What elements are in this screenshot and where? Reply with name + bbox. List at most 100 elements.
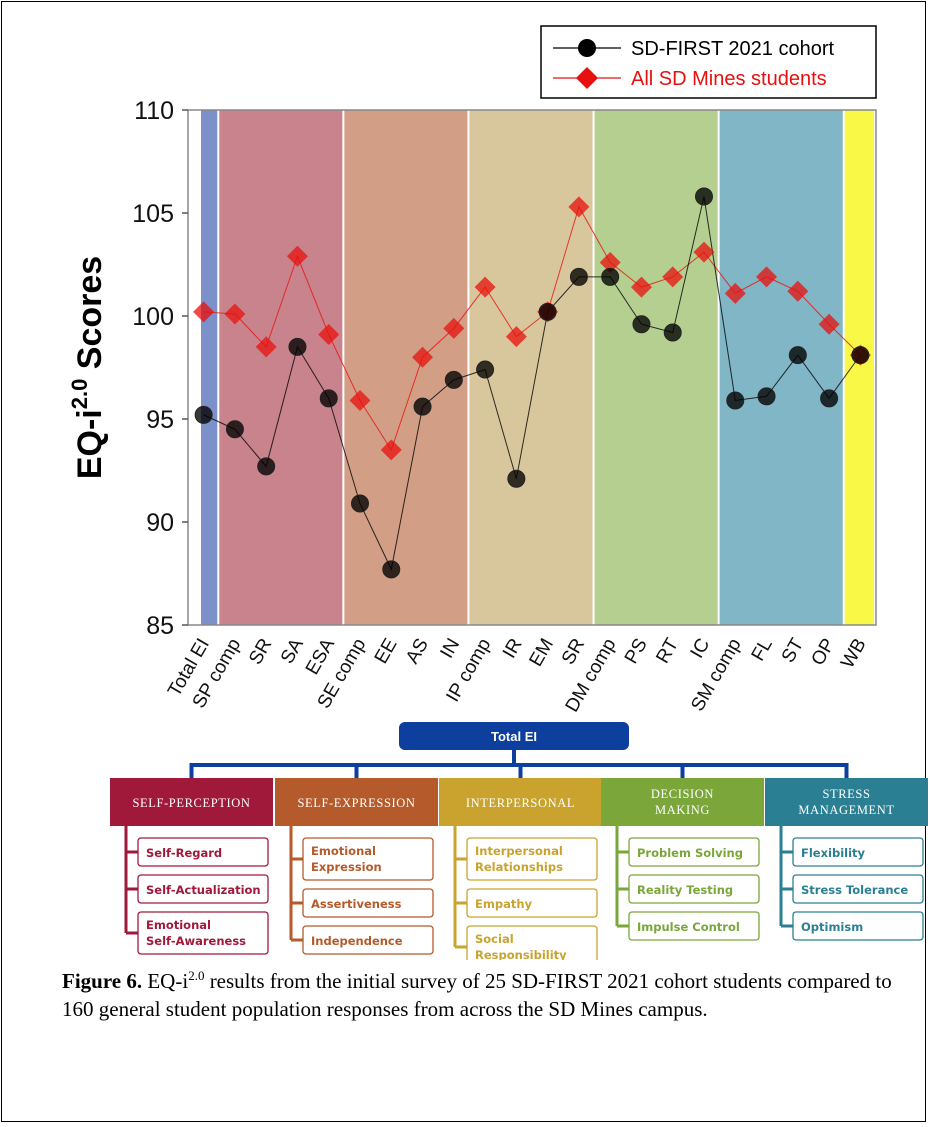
group-box-interpersonal: [439, 778, 602, 826]
item-label: Emotional: [146, 918, 211, 932]
all-students-point: [568, 196, 590, 218]
cohort-point: [663, 323, 682, 342]
plot-frame: [187, 109, 877, 626]
group-title: INTERPERSONAL: [466, 796, 575, 810]
y-tick-label: 90: [146, 509, 174, 537]
cohort-point: [726, 391, 745, 410]
legend-label: All SD Mines students: [631, 68, 827, 90]
all-students-point: [349, 389, 371, 411]
caption-text: results from the initial survey of 25 SD…: [62, 969, 892, 1021]
item-label: Relationships: [475, 860, 563, 874]
item-label: Impulse Control: [637, 920, 740, 934]
band-total-ei: [201, 110, 218, 625]
group-box-self-expression: [275, 778, 438, 826]
item-label: Emotional: [311, 844, 376, 858]
group-title: MAKING: [655, 803, 710, 817]
all-students-point: [756, 266, 778, 288]
root-box: [399, 722, 629, 750]
legend-box: [540, 25, 877, 99]
cohort-point: [695, 187, 713, 206]
cohort-point: [257, 457, 276, 476]
band-well-being: [844, 110, 874, 625]
caption-pre: EQ-i: [142, 969, 189, 993]
group-title: DECISION: [651, 787, 714, 801]
y-tick-label: 95: [146, 406, 174, 434]
root-label: Total EI: [491, 729, 537, 744]
series-line-cohort: [203, 196, 861, 571]
all-students-point: [443, 317, 465, 339]
group-title: MANAGEMENT: [798, 803, 894, 817]
all-students-point: [818, 313, 840, 335]
group-title: SELF-EXPRESSION: [297, 796, 415, 810]
item-label: Self-Actualization: [146, 883, 261, 897]
all-students-point: [224, 303, 246, 325]
group-box-decision-making: [601, 778, 764, 826]
item-label: Expression: [311, 860, 382, 874]
group-box-self-perception: [110, 778, 273, 826]
cohort-point: [351, 494, 369, 513]
all-students-point: [787, 280, 809, 302]
cohort-point: [851, 346, 870, 365]
all-students-point: [693, 241, 715, 263]
cohort-point: [444, 370, 463, 389]
item-label: Reality Testing: [637, 883, 733, 897]
item-label: Empathy: [475, 897, 533, 911]
group-title: SELF-PERCEPTION: [132, 796, 250, 810]
all-students-point: [255, 336, 277, 358]
y-axis-label: EQ-i2.0 Scores: [67, 256, 109, 479]
item-label: Assertiveness: [311, 897, 402, 911]
cohort-point: [382, 560, 401, 579]
cohort-point: [319, 389, 338, 408]
legend-label: SD-FIRST 2021 cohort: [631, 38, 834, 60]
all-students-point: [318, 324, 340, 346]
all-students-point: [412, 346, 434, 368]
all-students-point: [599, 251, 621, 273]
cohort-point: [288, 337, 307, 356]
cohort-point: [601, 267, 620, 286]
cohort-point: [413, 397, 432, 416]
legend-diamond-marker: [576, 67, 598, 89]
all-students-point: [474, 276, 496, 298]
cohort-point: [569, 267, 588, 286]
figure-caption: Figure 6. EQ-i2.0 results from the initi…: [62, 962, 902, 1023]
item-label: Independence: [311, 934, 403, 948]
caption-sup: 2.0: [188, 968, 205, 983]
group-box-stress-management: [765, 778, 928, 826]
item-label: Optimism: [801, 920, 863, 934]
item-label: Social: [475, 932, 514, 946]
y-tick-label: 105: [132, 200, 174, 228]
cohort-point: [507, 469, 526, 488]
all-students-point: [193, 301, 215, 323]
legend-circle-marker: [578, 39, 596, 57]
group-title: STRESS: [822, 787, 870, 801]
all-students-point: [380, 439, 402, 461]
series-line-all-students: [203, 205, 861, 452]
all-students-point: [724, 282, 746, 304]
all-students-point: [662, 266, 684, 288]
item-label: Self-Regard: [146, 846, 222, 860]
item-label: Responsibility: [475, 948, 567, 960]
cohort-point: [538, 302, 557, 321]
item-label: Self-Awareness: [146, 934, 246, 948]
cohort-point: [225, 420, 244, 439]
cohort-point: [757, 387, 776, 406]
item-label: Stress Tolerance: [801, 883, 908, 897]
y-tick-label: 100: [132, 303, 174, 331]
all-students-point: [630, 276, 652, 298]
band-self-expression: [344, 110, 468, 625]
item-label: Flexibility: [801, 846, 866, 860]
cohort-point: [820, 389, 839, 408]
eq-model-diagram: Total EI SELF-PERCEPTION Self-Regard Self-A…: [110, 722, 928, 960]
band-self-perception: [219, 110, 343, 625]
caption-label: Figure 6.: [62, 969, 143, 993]
y-tick-label: 110: [134, 97, 174, 125]
item-label: Interpersonal: [475, 844, 563, 858]
cohort-point: [194, 405, 213, 424]
cohort-point: [788, 346, 807, 365]
band-stress-management: [719, 110, 843, 625]
all-students-point: [505, 326, 527, 348]
all-students-point: [286, 245, 308, 267]
cohort-point: [632, 315, 651, 334]
